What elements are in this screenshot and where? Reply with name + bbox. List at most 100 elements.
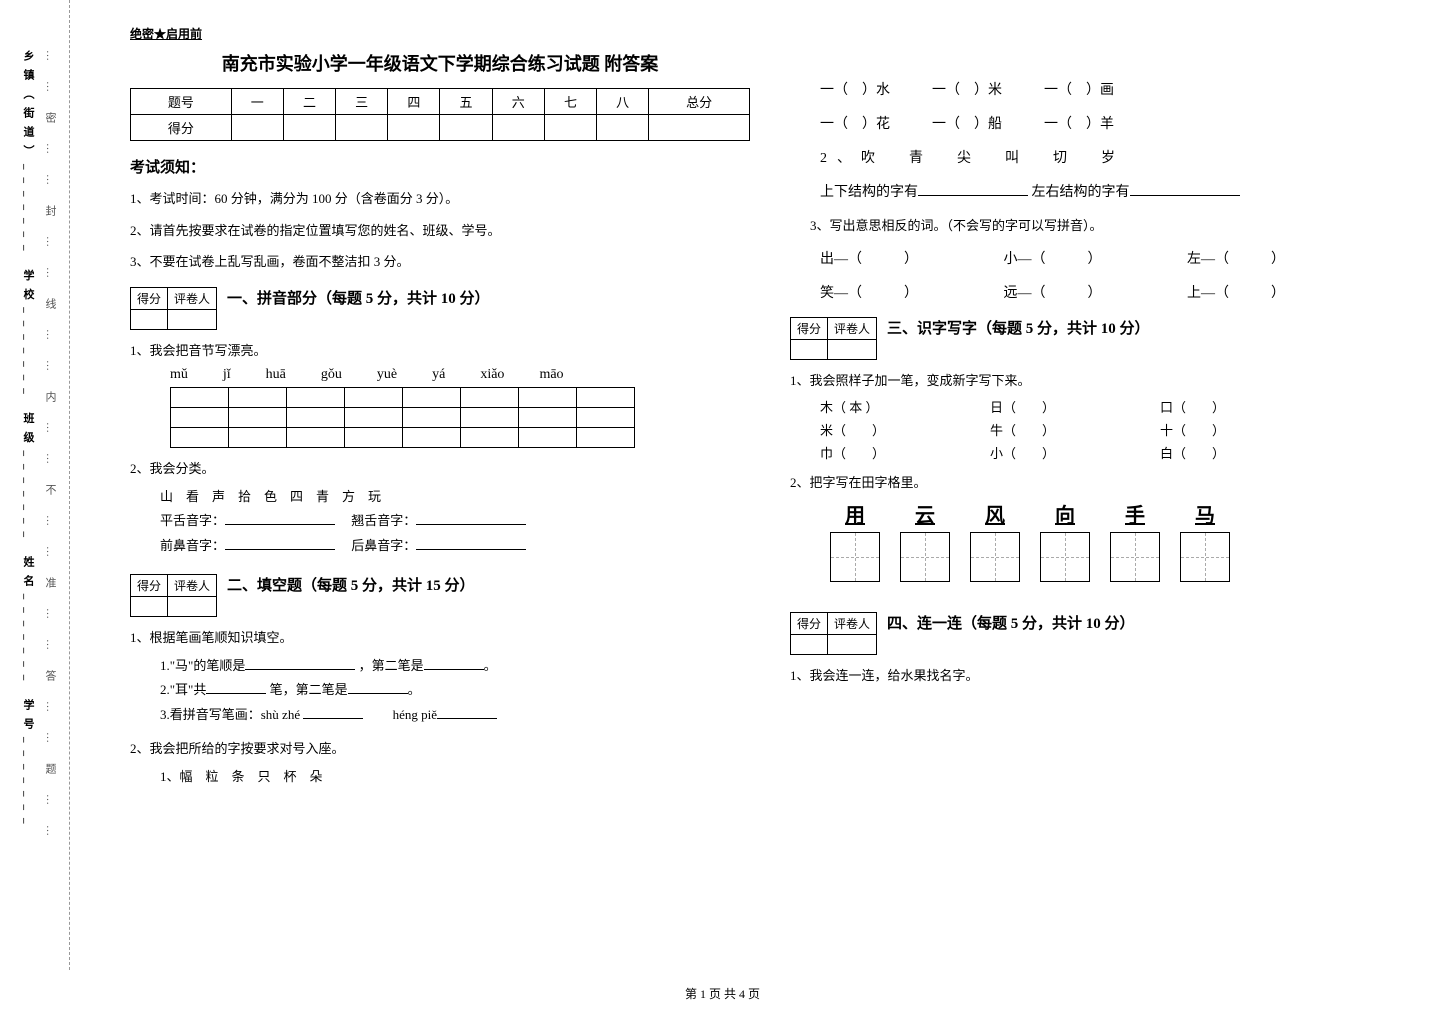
s3-row: 米（ ） 牛（ ） 十（ ） — [790, 420, 1410, 439]
tian-char: 风 — [970, 499, 1020, 528]
tian-char: 马 — [1180, 499, 1230, 528]
section-1-header: 得分评卷人 一、拼音部分（每题 5 分，共计 10 分） — [130, 287, 750, 330]
section-4-title: 四、连一连（每题 5 分，共计 10 分） — [887, 612, 1135, 633]
s2-q2a: 1、幅 粒 条 只 杯 朵 — [130, 765, 750, 790]
th: 七 — [544, 89, 596, 115]
label: 上下结构的字有 — [820, 185, 918, 200]
cell: 木（ 本 ） — [820, 397, 990, 416]
th: 三 — [336, 89, 388, 115]
tian-char: 云 — [900, 499, 950, 528]
section-1-title: 一、拼音部分（每题 5 分，共计 10 分） — [227, 287, 490, 308]
th: 五 — [440, 89, 492, 115]
pair: 出—（ ） — [820, 248, 1000, 268]
s3-q2: 2、把字写在田字格里。 — [790, 472, 1410, 491]
binding-inner-text: ……密……封……线……内……不……准……答……题…… — [42, 50, 58, 950]
pair: 小—（ ） — [1004, 248, 1184, 268]
section-2-title: 二、填空题（每题 5 分，共计 15 分） — [227, 574, 475, 595]
score-box: 得分评卷人 — [790, 317, 877, 360]
tian-char: 向 — [1040, 499, 1090, 528]
notice-item: 1、考试时间：60 分钟，满分为 100 分（含卷面分 3 分）。 — [130, 189, 750, 209]
tian-cell: 风 — [970, 499, 1020, 582]
tian-char: 用 — [830, 499, 880, 528]
th: 题号 — [131, 89, 232, 115]
s2-q1-lines: 1."马"的笔顺是 ，第二笔是。 2."耳"共 笔，第二笔是。 3.看拼音写笔画… — [130, 654, 750, 728]
measure-row-2: 一（ ）花 一（ ）船 一（ ）羊 — [790, 113, 1410, 133]
score-header-table: 题号 一 二 三 四 五 六 七 八 总分 得分 — [130, 88, 750, 141]
tian-cell: 手 — [1110, 499, 1160, 582]
page-footer: 第 1 页 共 4 页 — [0, 970, 1445, 1002]
pinyin-grid — [170, 387, 635, 448]
section-2-header: 得分评卷人 二、填空题（每题 5 分，共计 15 分） — [130, 574, 750, 617]
cell: 米（ ） — [820, 420, 990, 439]
pair: 笑—（ ） — [820, 282, 1000, 302]
s1-q2-lines: 平舌音字： 翘舌音字： 前鼻音字： 后鼻音字： — [130, 509, 750, 558]
score-box-b: 评卷人 — [168, 287, 217, 309]
s4-q1: 1、我会连一连，给水果找名字。 — [790, 665, 1410, 684]
pinyin: yá — [432, 367, 445, 383]
s1-q1: 1、我会把音节写漂亮。 — [130, 340, 750, 359]
tian-cell: 向 — [1040, 499, 1090, 582]
content: 绝密★启用前 南充市实验小学一年级语文下学期综合练习试题 附答案 题号 一 二 … — [70, 0, 1445, 970]
section-3-header: 得分评卷人 三、识字写字（每题 5 分，共计 10 分） — [790, 317, 1410, 360]
pinyin: xiǎo — [480, 367, 504, 383]
binding-outer-text: 乡镇（街道）_______ 学校_______ 班级_______ 姓名____… — [20, 50, 36, 950]
s3-q1: 1、我会照样子加一笔，变成新字写下来。 — [790, 370, 1410, 389]
pinyin-row: mǔ jǐ huā gǒu yuè yá xiǎo māo — [130, 367, 750, 383]
th: 六 — [492, 89, 544, 115]
th: 一 — [231, 89, 283, 115]
antonym-row-2: 笑—（ ） 远—（ ） 上—（ ） — [790, 282, 1410, 302]
td: 得分 — [131, 115, 232, 141]
tian-cell: 用 — [830, 499, 880, 582]
section-4-header: 得分评卷人 四、连一连（每题 5 分，共计 10 分） — [790, 612, 1410, 655]
binding-margin: 乡镇（街道）_______ 学校_______ 班级_______ 姓名____… — [0, 0, 70, 970]
label: héng piě — [393, 707, 437, 722]
s2-q2: 2、我会把所给的字按要求对号入座。 — [130, 738, 750, 757]
measure-row-1: 一（ ）水 一（ ）米 一（ ）画 — [790, 79, 1410, 99]
th: 二 — [283, 89, 335, 115]
label: 1."马"的笔顺是 — [160, 658, 245, 673]
pinyin: jǐ — [223, 367, 231, 383]
right-column: 一（ ）水 一（ ）米 一（ ）画 一（ ）花 一（ ）船 一（ ）羊 2、吹 … — [770, 25, 1430, 960]
pinyin: māo — [539, 367, 563, 383]
label: 后鼻音字： — [351, 538, 416, 553]
secret-label: 绝密★启用前 — [130, 25, 750, 42]
label: 笔，第二笔是 — [270, 682, 348, 697]
score-box-a: 得分 — [131, 287, 168, 309]
pinyin: yuè — [377, 367, 397, 383]
pair: 上—（ ） — [1187, 282, 1367, 302]
score-box: 得分评卷人 — [130, 287, 217, 330]
score-box-b: 评卷人 — [828, 613, 877, 635]
pair: 远—（ ） — [1004, 282, 1184, 302]
label: 翘舌音字： — [351, 513, 416, 528]
notice-item: 2、请首先按要求在试卷的指定位置填写您的姓名、班级、学号。 — [130, 221, 750, 241]
tian-cell: 马 — [1180, 499, 1230, 582]
th: 四 — [388, 89, 440, 115]
label: 前鼻音字： — [160, 538, 225, 553]
cell: 牛（ ） — [990, 420, 1160, 439]
s1-q2-chars: 山 看 声 拾 色 四 青 方 玩 — [130, 485, 750, 510]
score-box: 得分评卷人 — [790, 612, 877, 655]
r-q3: 3、写出意思相反的词。（不会写的字可以写拼音）。 — [790, 215, 1410, 234]
label: 平舌音字： — [160, 513, 225, 528]
label: ，第二笔是 — [359, 658, 424, 673]
score-box: 得分评卷人 — [130, 574, 217, 617]
th: 总分 — [649, 89, 750, 115]
cell: 日（ ） — [990, 397, 1160, 416]
score-box-a: 得分 — [791, 318, 828, 340]
th: 八 — [597, 89, 649, 115]
cell: 十（ ） — [1160, 420, 1330, 439]
char-list: 2、吹 青 尖 叫 切 岁 — [820, 151, 1125, 166]
pair: 左—（ ） — [1187, 248, 1367, 268]
pinyin: huā — [266, 367, 286, 383]
cell: 小（ ） — [990, 443, 1160, 462]
tian-char: 手 — [1110, 499, 1160, 528]
pinyin: mǔ — [170, 367, 188, 383]
s2-q1: 1、根据笔画笔顺知识填空。 — [130, 627, 750, 646]
r-q2: 2、吹 青 尖 叫 切 岁 — [790, 147, 1410, 167]
pinyin: gǒu — [321, 367, 342, 383]
notice-title: 考试须知： — [130, 156, 750, 177]
cell: 巾（ ） — [820, 443, 990, 462]
left-column: 绝密★启用前 南充市实验小学一年级语文下学期综合练习试题 附答案 题号 一 二 … — [110, 25, 770, 960]
label: 左右结构的字有 — [1032, 185, 1130, 200]
label: 3.看拼音写笔画：shù zhé — [160, 707, 300, 722]
